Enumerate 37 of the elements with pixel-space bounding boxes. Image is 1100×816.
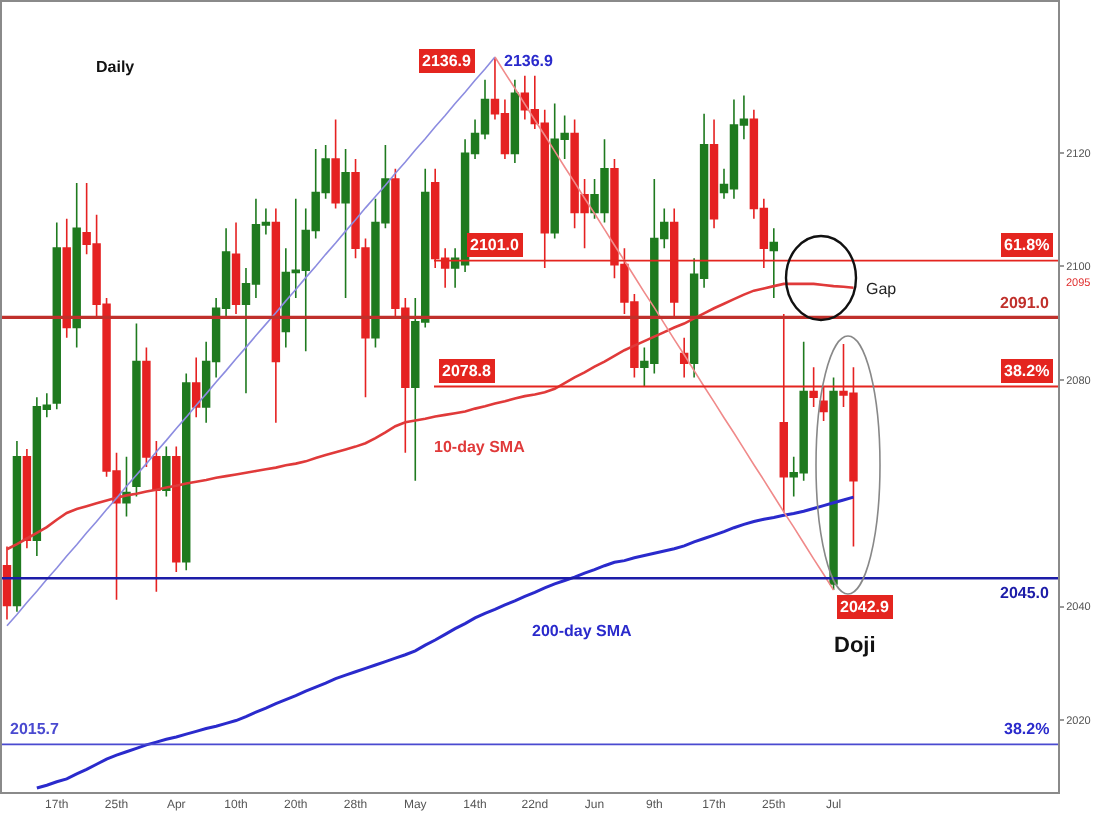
candlestick bbox=[231, 221, 241, 315]
candlestick bbox=[709, 118, 719, 230]
ref-line-label: 2045.0 bbox=[1000, 584, 1051, 602]
text: 38.2% bbox=[1004, 362, 1050, 380]
candlestick bbox=[162, 445, 171, 498]
text: 61.8% bbox=[1004, 236, 1050, 254]
candlestick bbox=[191, 356, 201, 418]
candlestick bbox=[829, 376, 838, 591]
candlestick bbox=[172, 445, 181, 573]
ref-line-label: 2015.7 bbox=[10, 720, 61, 738]
candlestick bbox=[2, 545, 12, 621]
candlestick bbox=[12, 440, 22, 613]
annotation: 2136.9 bbox=[504, 52, 555, 70]
annotation: 2042.9 bbox=[840, 598, 891, 616]
series-label: 10-day SMA bbox=[434, 438, 526, 456]
candlestick bbox=[331, 118, 340, 210]
annotation: Doji bbox=[834, 634, 876, 658]
annotation: 2136.9 bbox=[422, 52, 473, 70]
candlestick bbox=[62, 217, 71, 339]
candlestick bbox=[122, 456, 131, 518]
candlestick bbox=[52, 221, 61, 410]
text: Daily bbox=[96, 57, 136, 76]
line-series bbox=[5, 282, 855, 551]
text: 38.2% bbox=[1004, 720, 1050, 738]
candlestick bbox=[72, 182, 81, 349]
candlestick bbox=[510, 78, 520, 164]
candlestick bbox=[271, 207, 281, 424]
text: Gap bbox=[866, 280, 898, 298]
candlestick bbox=[182, 372, 191, 572]
ref-line-label: 2091.0 bbox=[1000, 294, 1051, 312]
ref-line-label: 2101.0 bbox=[470, 236, 521, 254]
candlestick bbox=[341, 148, 350, 299]
ref-line-label: 2078.8 bbox=[442, 362, 493, 380]
candlestick bbox=[769, 227, 779, 299]
candlestick bbox=[22, 448, 32, 549]
series-label: 200-day SMA bbox=[532, 622, 633, 640]
candlestick bbox=[132, 322, 141, 498]
